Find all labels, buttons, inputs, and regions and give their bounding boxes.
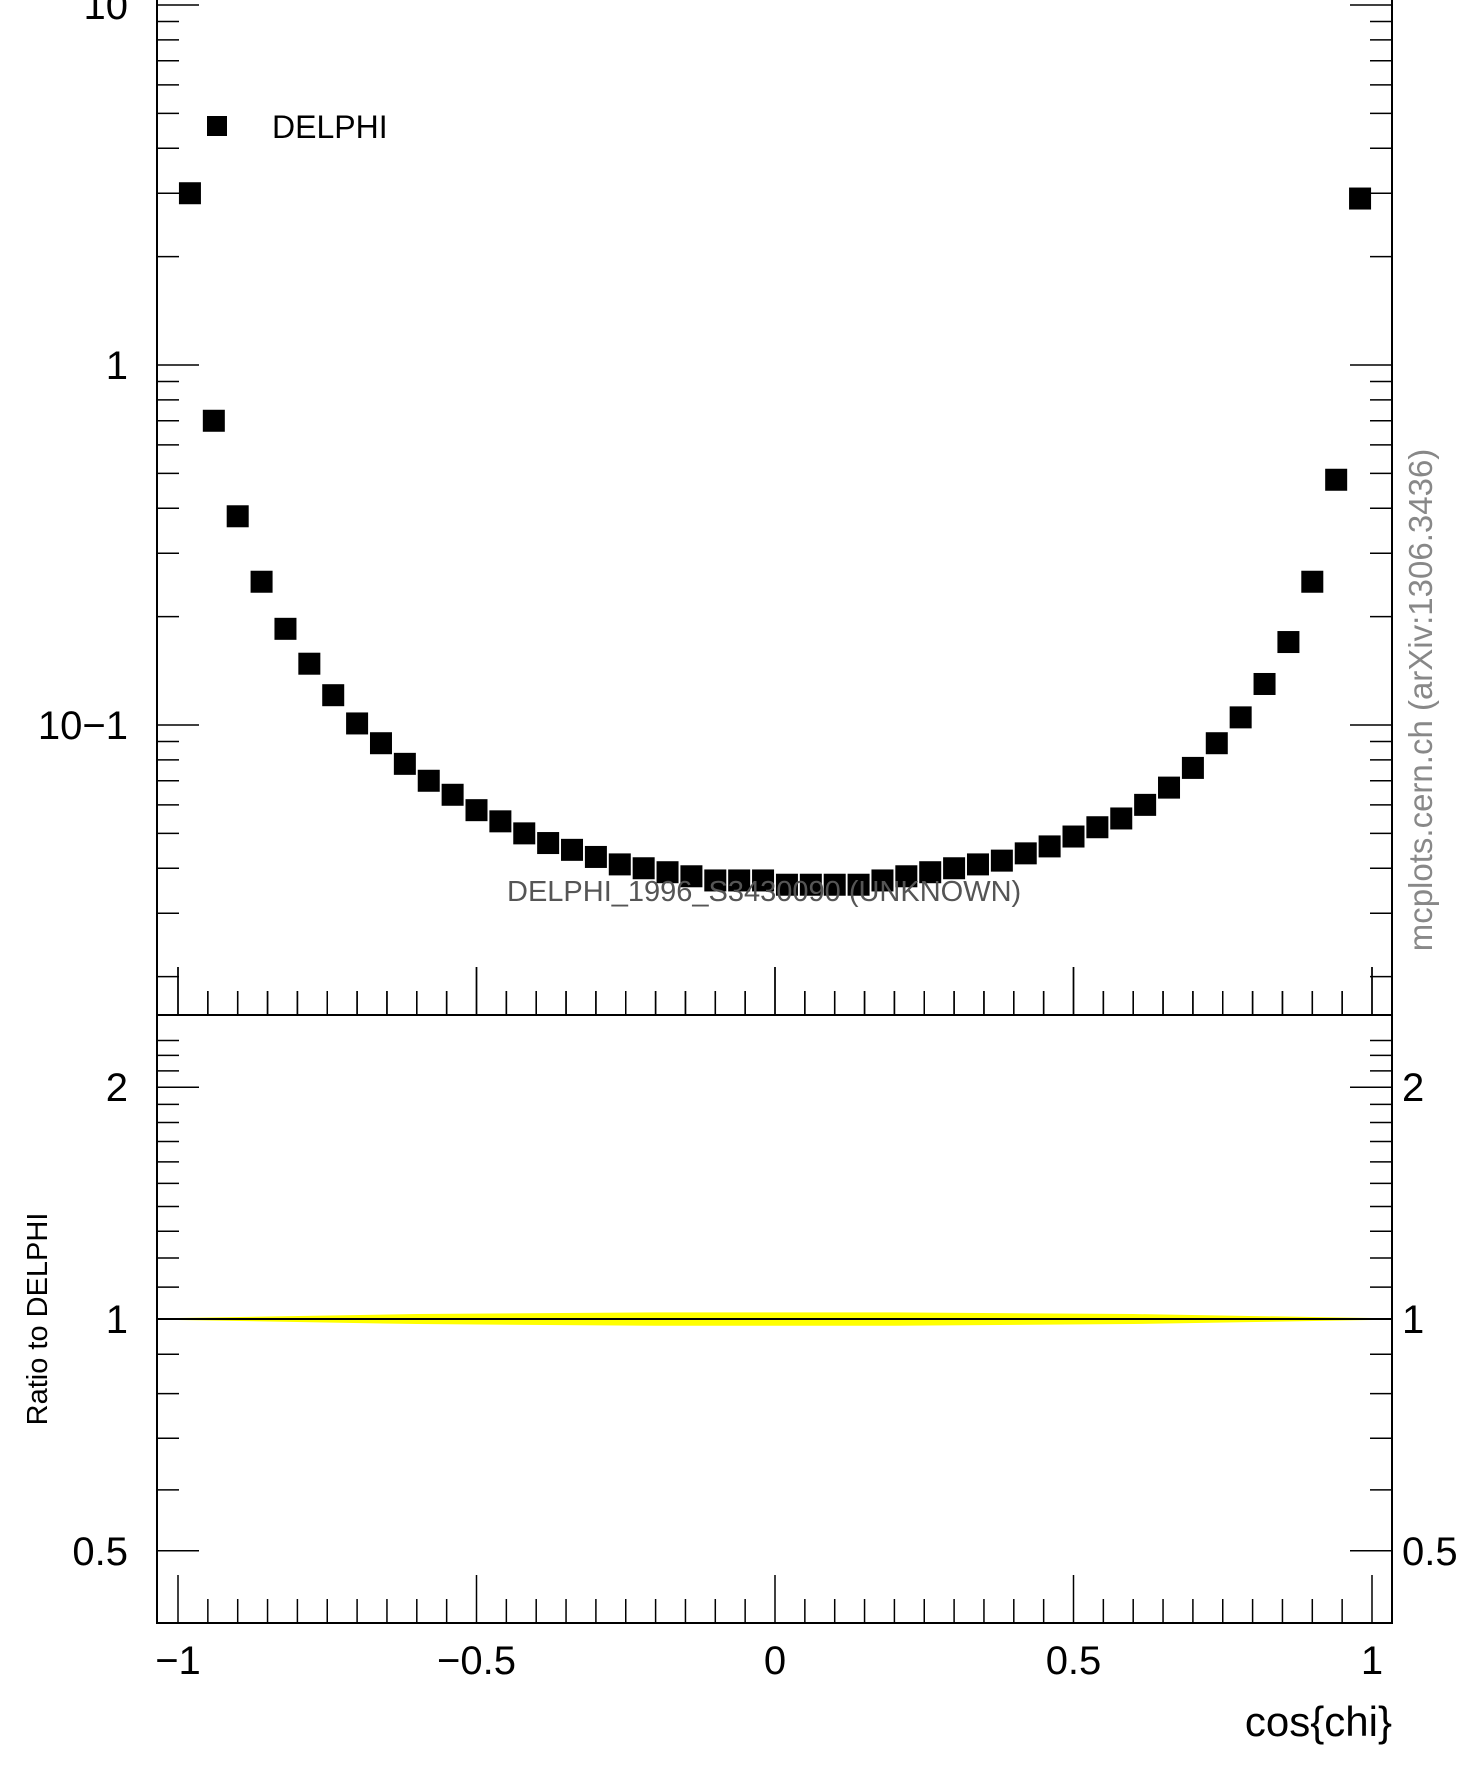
data-point [489,810,512,833]
x-tick-label: 1 [1361,1639,1383,1683]
data-point [608,853,631,876]
data-point [298,652,321,675]
watermark: mcplots.cern.ch (arXiv:1306.3436) [1402,449,1439,952]
legend-marker [207,116,227,136]
data-point [1229,706,1252,729]
data-point [226,505,249,528]
data-point [513,822,536,845]
y-tick-label: 10−1 [38,704,128,748]
data-point [704,869,727,892]
data-point [1325,468,1348,491]
data-point [799,873,822,896]
data-point [1086,816,1109,839]
data-point [871,869,894,892]
data-point [178,182,201,205]
analysis-annotation: DELPHI_1996_S3430090 (UNKNOWN) [507,876,1021,908]
y-tick-label: 10 [84,0,129,28]
legend-entry-delphi: DELPHI [272,109,388,145]
data-point [369,732,392,755]
data-point [847,873,870,896]
data-point [943,857,966,880]
data-point [656,861,679,884]
x-axis-title: cos{chi} [1245,1698,1392,1745]
data-point [1253,672,1276,695]
data-point [1062,825,1085,848]
data-point [728,869,751,892]
data-point [537,832,560,855]
data-point [1014,842,1037,865]
data-point [752,869,775,892]
data-point [465,799,488,822]
ratio-y-tick-label-left: 1 [106,1298,128,1342]
ratio-y-tick-label-right: 1 [1402,1298,1424,1342]
data-point [441,783,464,806]
data-point [1038,835,1061,858]
x-tick-label: −0.5 [437,1639,516,1683]
data-point [1349,187,1372,210]
data-point [1110,807,1133,830]
data-point [1301,570,1324,593]
ratio-y-tick-label-right: 2 [1402,1066,1424,1110]
data-point [1181,756,1204,779]
data-point [823,873,846,896]
data-point [250,570,273,593]
y-tick-label: 1 [106,344,128,388]
ratio-y-tick-label-right: 0.5 [1402,1530,1458,1574]
data-point [417,769,440,792]
legend: DELPHI [207,109,388,145]
data-point [1205,732,1228,755]
x-tick-label: 0 [764,1639,786,1683]
ratio-y-tick-label-left: 2 [106,1066,128,1110]
data-point [1277,631,1300,654]
data-point [919,861,942,884]
data-point [202,409,225,432]
data-point [393,752,416,775]
data-point [346,712,369,735]
x-tick-label: −1 [155,1639,201,1683]
data-point [966,853,989,876]
data-point [561,838,584,861]
data-point [680,865,703,888]
ratio-y-axis-title: Ratio to DELPHI [22,1213,54,1426]
data-point [990,849,1013,872]
data-point [274,617,297,640]
data-point [1158,776,1181,799]
data-point [895,865,918,888]
x-tick-label: 0.5 [1046,1639,1102,1683]
data-point [322,684,345,707]
ratio-y-tick-label-left: 0.5 [72,1530,128,1574]
data-point [1134,793,1157,816]
data-point [584,845,607,868]
data-point [775,873,798,896]
data-point [632,857,655,880]
